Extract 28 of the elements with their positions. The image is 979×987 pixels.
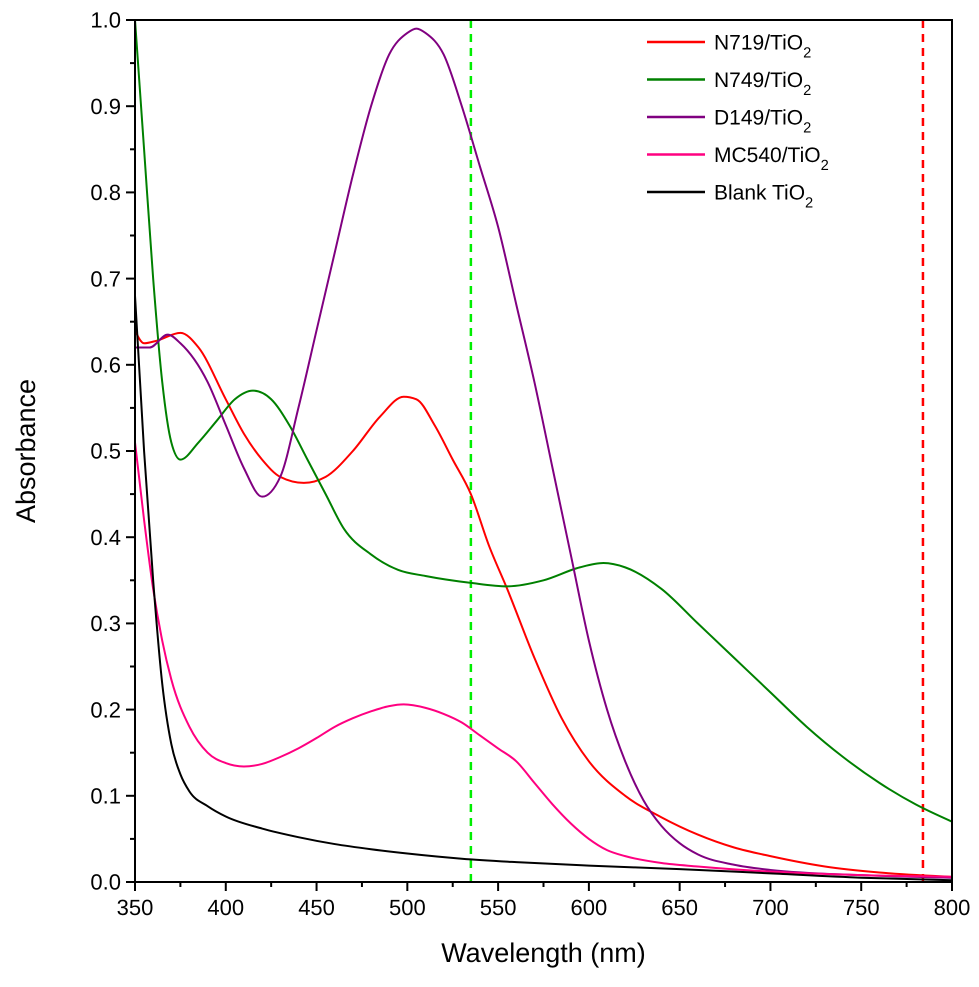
- y-tick-label: 0.0: [90, 870, 121, 895]
- legend-label: D149/TiO$_{2}$: [714, 106, 812, 136]
- x-axis-title: Wavelength (nm): [441, 938, 646, 968]
- y-tick-label: 0.1: [90, 784, 121, 808]
- y-axis-title: Absorbance: [11, 378, 41, 524]
- x-tick-label: 550: [480, 895, 516, 920]
- x-tick-label: 750: [842, 895, 880, 920]
- legend-label: MC540/TiO$_{2}$: [714, 144, 829, 174]
- y-tick-label: 0.6: [90, 352, 121, 378]
- y-tick-label: 1.0: [90, 8, 121, 33]
- y-tick-label: 0.8: [90, 180, 121, 206]
- y-tick-label: 0.7: [90, 266, 121, 292]
- y-tick-label: 0.4: [90, 524, 121, 550]
- legend-label: Blank TiO$_{2}$: [714, 181, 814, 212]
- x-tick-label: 350: [116, 895, 154, 920]
- x-tick-label: 400: [207, 895, 244, 920]
- x-tick-label: 650: [661, 895, 698, 920]
- y-tick-label: 0.5: [90, 438, 121, 464]
- y-tick-label: 0.2: [90, 697, 121, 722]
- legend-label: N749/TiO$_{2}$: [714, 68, 812, 99]
- y-tick-label: 0.3: [90, 611, 121, 636]
- x-tick-label: 600: [570, 895, 608, 920]
- x-tick-label: 500: [388, 895, 426, 920]
- y-tick-label: 0.9: [90, 94, 121, 119]
- x-tick-label: 800: [934, 895, 970, 920]
- x-tick-label: 450: [298, 895, 335, 920]
- x-tick-label: 700: [752, 895, 789, 920]
- legend-label: N719/TiO$_{2}$: [714, 31, 812, 62]
